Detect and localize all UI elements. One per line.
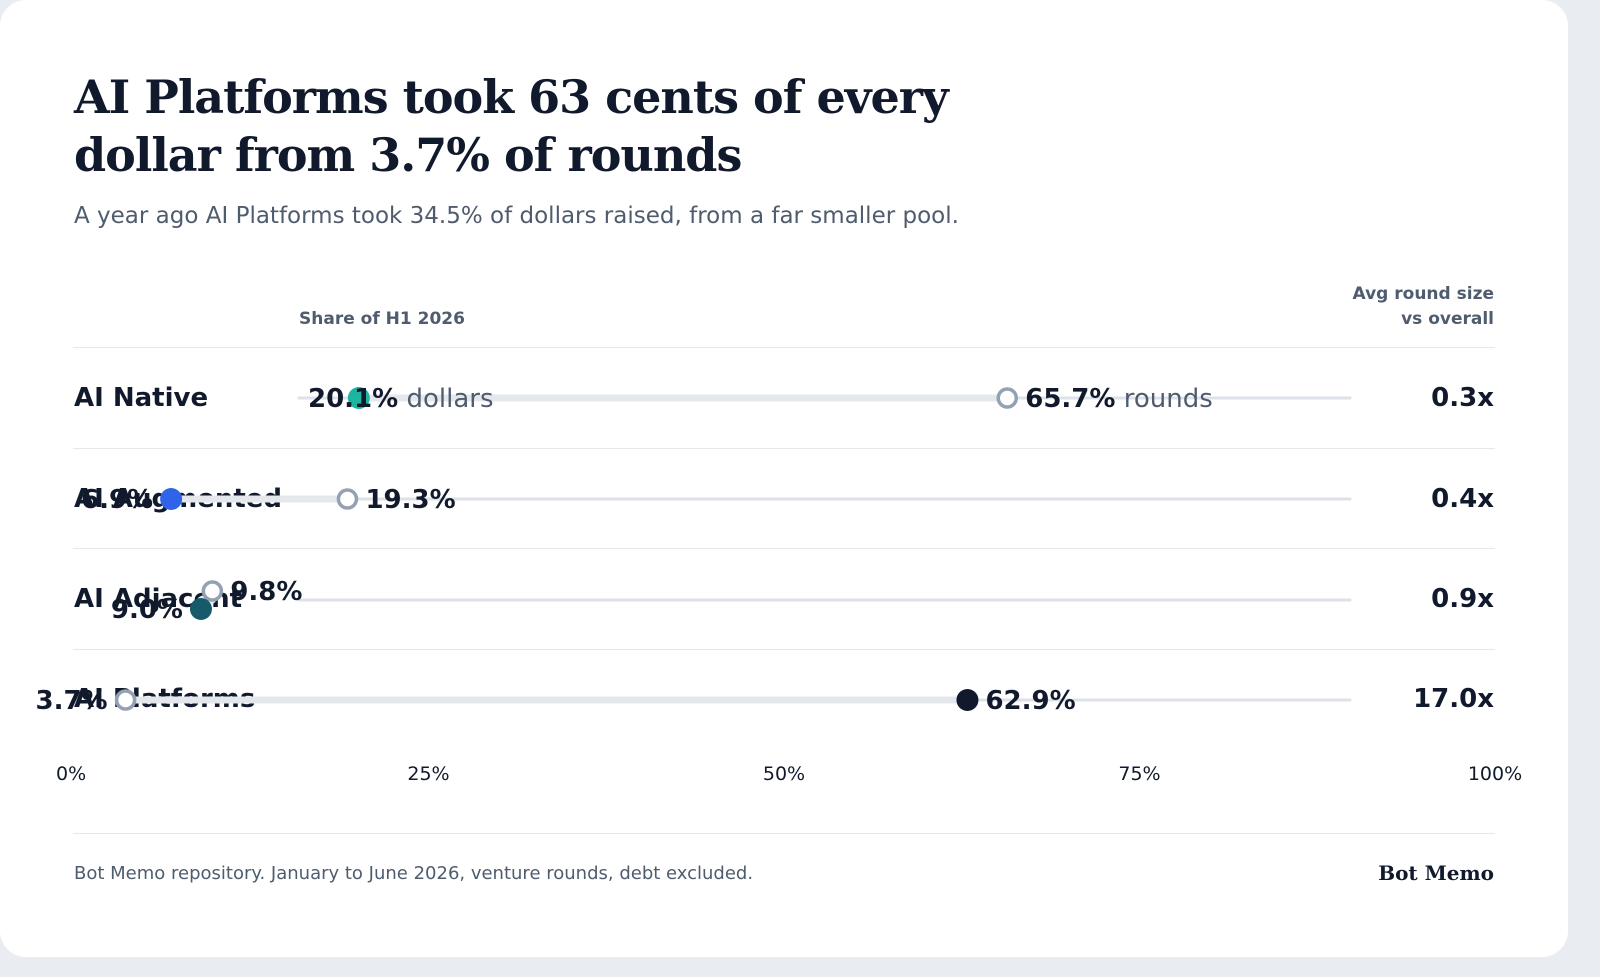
dollars-label-ai-augmented: 6.9% xyxy=(81,485,153,515)
share-column-header: Share of H1 2026 xyxy=(299,309,465,329)
x-tick-label: 50% xyxy=(763,763,805,785)
footer-divider xyxy=(73,833,1495,834)
dollars-label-ai-native: 20.1% dollars xyxy=(308,384,494,414)
brand-wordmark: Bot Memo xyxy=(1378,861,1494,885)
dollars-label-ai-adjacent: 9.0% xyxy=(111,595,183,625)
rounds-point-ai-adjacent xyxy=(201,580,224,602)
header-divider xyxy=(73,347,1495,348)
rounds-point-ai-native xyxy=(996,387,1019,409)
dollars-point-ai-platforms xyxy=(956,689,979,711)
row-divider xyxy=(73,649,1495,650)
rounds-point-ai-platforms xyxy=(114,689,137,711)
row-label-ai-native: AI Native xyxy=(74,383,209,413)
row-divider xyxy=(73,548,1495,549)
rounds-label-ai-adjacent: 9.8% xyxy=(230,577,302,607)
chart-title-line-1: AI Platforms took 63 cents of every xyxy=(74,70,949,124)
rounds-point-ai-augmented xyxy=(336,488,359,510)
dollars-label-ai-platforms: 62.9% xyxy=(985,686,1075,716)
chart-subtitle: A year ago AI Platforms took 34.5% of do… xyxy=(74,203,959,229)
rounds-label-ai-augmented: 19.3% xyxy=(365,485,455,515)
rounds-label-ai-platforms: 3.7% xyxy=(36,686,108,716)
dollars-point-ai-adjacent xyxy=(189,598,212,620)
avg-multiple-ai-adjacent: 0.9x xyxy=(1431,584,1494,614)
source-note: Bot Memo repository. January to June 202… xyxy=(74,863,754,884)
x-tick-label: 100% xyxy=(1468,763,1522,785)
avg-multiple-ai-native: 0.3x xyxy=(1431,383,1494,413)
dollars-point-ai-augmented xyxy=(160,488,183,510)
x-tick-label: 0% xyxy=(56,763,86,785)
avg-round-size-column-header: Avg round size vs overall xyxy=(1353,282,1494,332)
x-tick-label: 25% xyxy=(407,763,449,785)
chart-title-line-2: dollar from 3.7% of rounds xyxy=(74,128,742,182)
chart-title: AI Platforms took 63 cents of every doll… xyxy=(74,68,974,184)
x-tick-label: 75% xyxy=(1118,763,1160,785)
dollars-point-ai-native xyxy=(347,387,370,409)
avg-multiple-ai-augmented: 0.4x xyxy=(1431,484,1494,514)
avg-header-line-2: vs overall xyxy=(1401,309,1494,329)
avg-header-line-1: Avg round size xyxy=(1352,284,1494,304)
row-divider xyxy=(73,448,1495,449)
avg-multiple-ai-platforms: 17.0x xyxy=(1413,684,1494,714)
rounds-label-ai-native: 65.7% rounds xyxy=(1025,384,1213,414)
